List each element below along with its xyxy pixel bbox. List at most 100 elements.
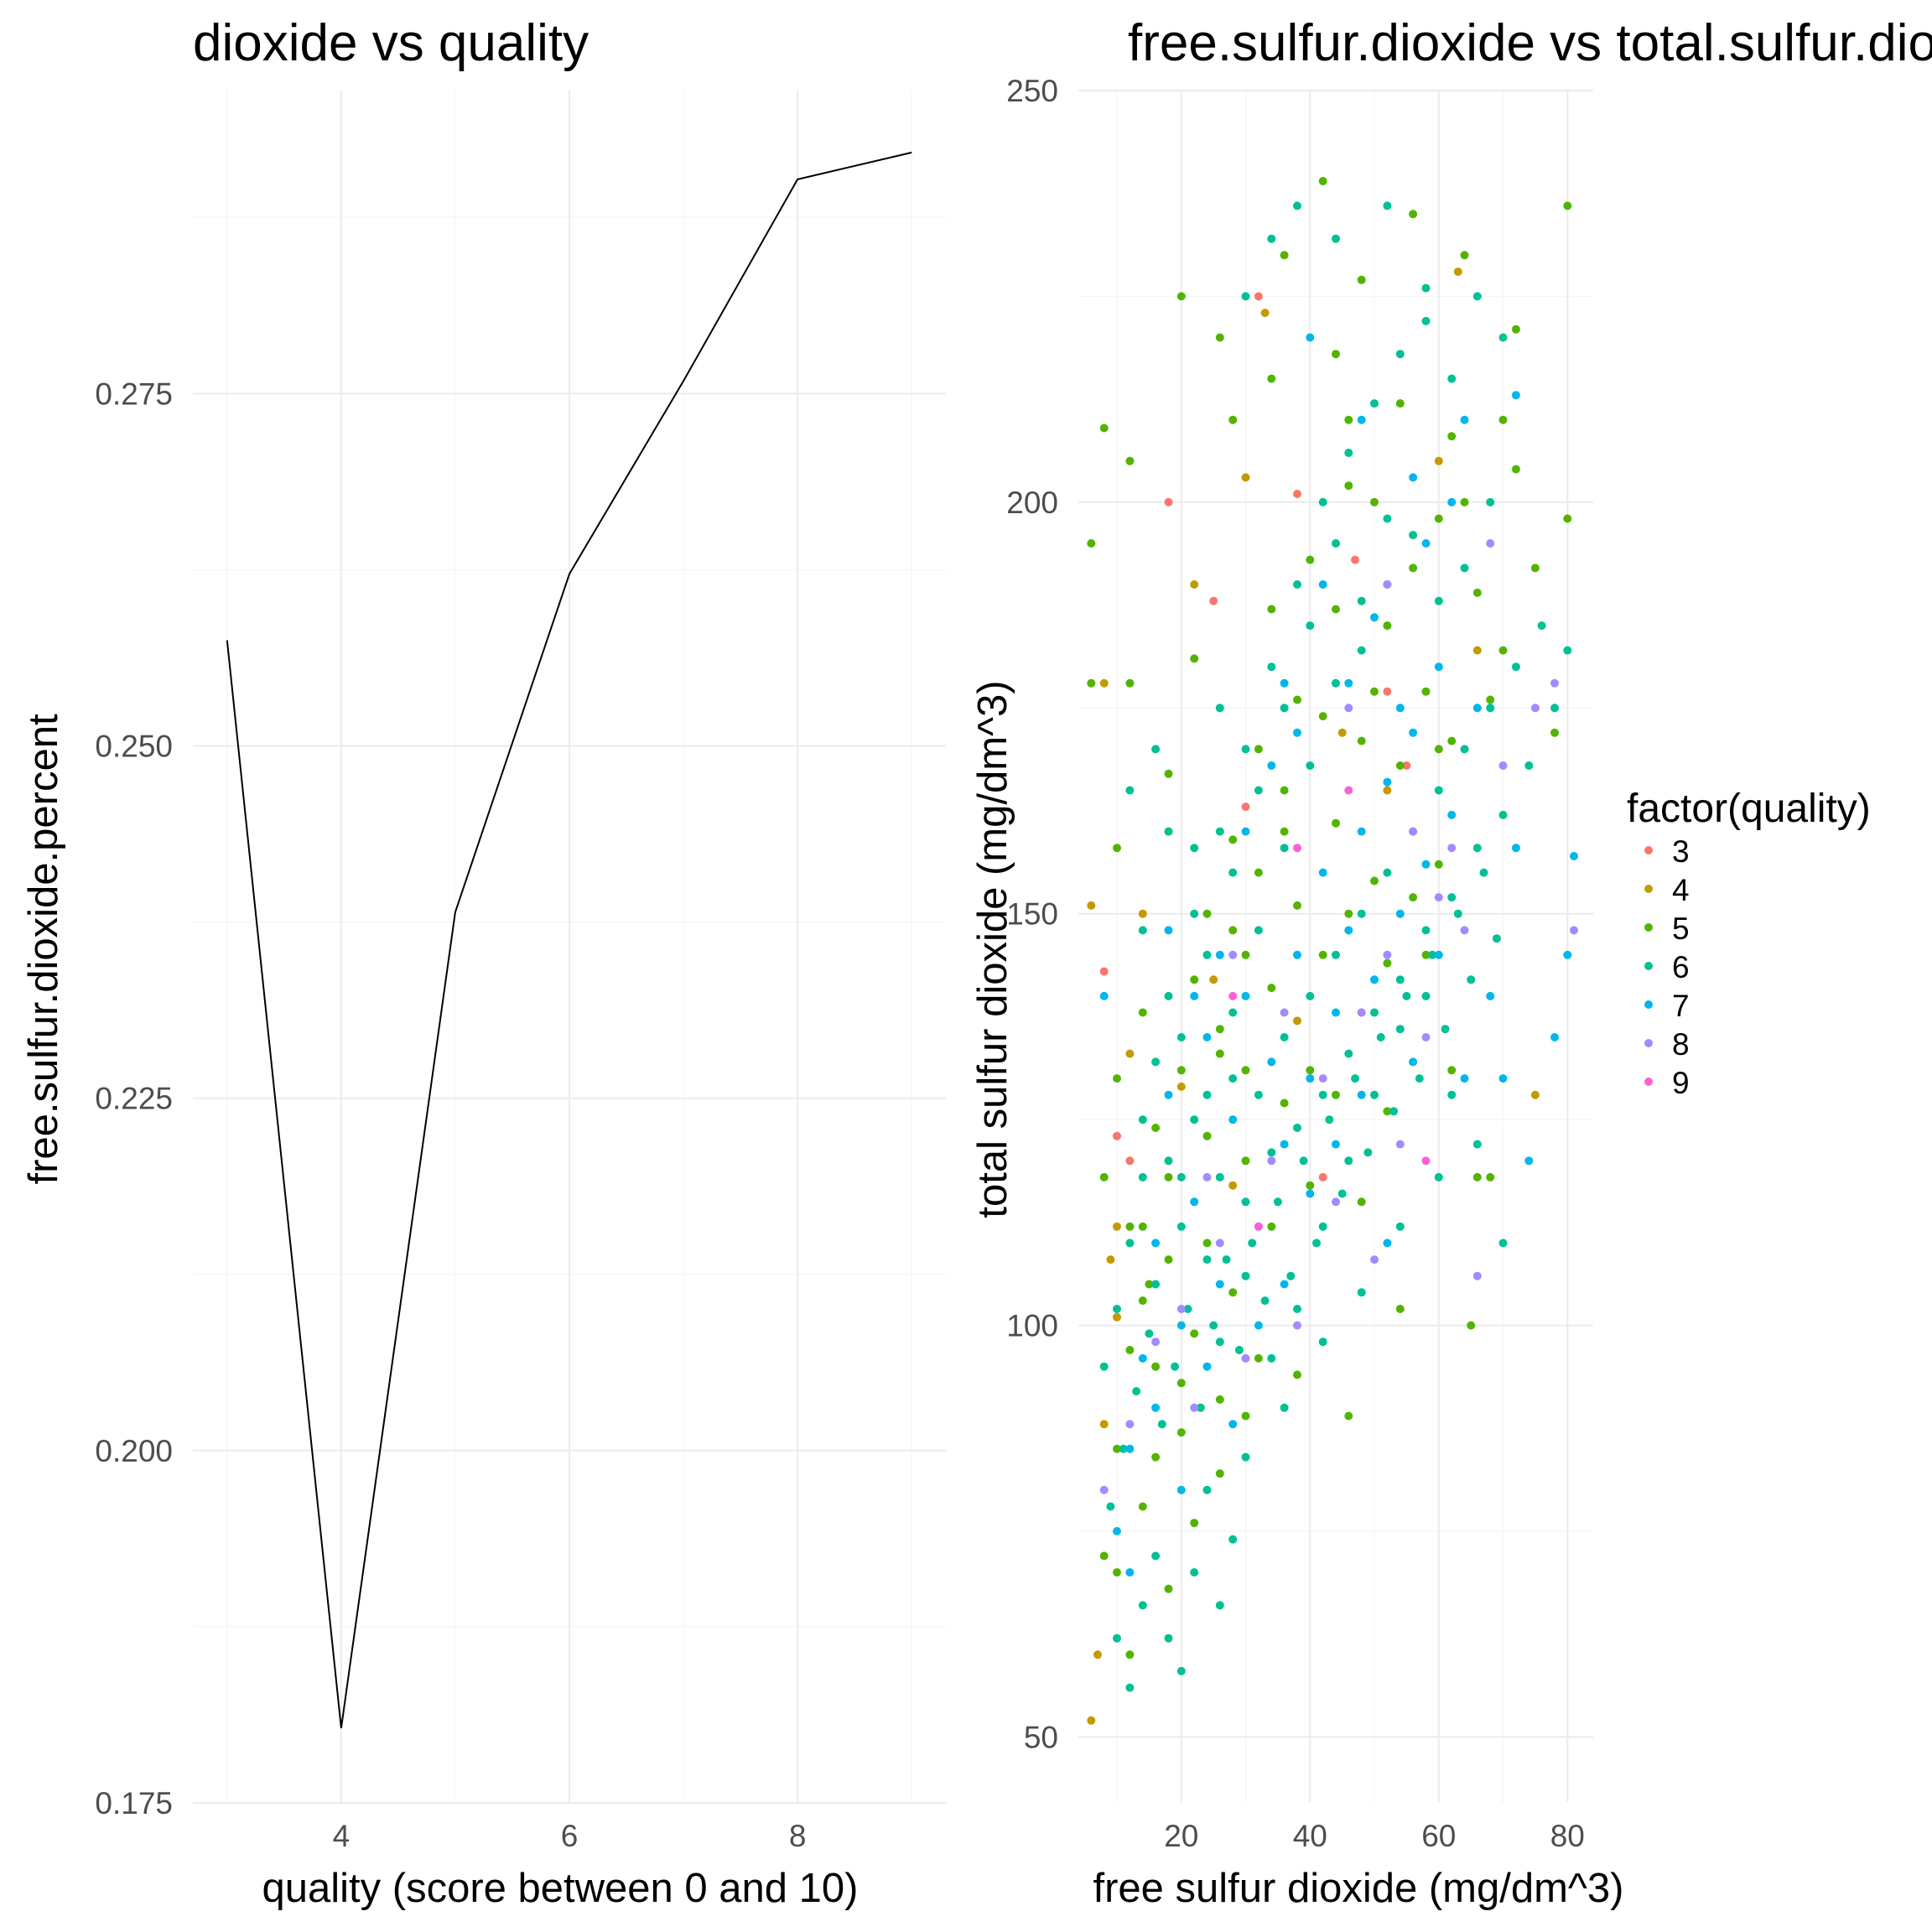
scatter-point-quality-8 [1530,704,1540,713]
scatter-point-quality-6 [1351,1074,1359,1083]
scatter-point-quality-5 [1293,695,1301,704]
scatter-point-quality-7 [1228,1420,1238,1429]
scatter-point-quality-6 [1222,1255,1231,1265]
scatter-point-quality-5 [1202,909,1212,918]
scatter-point-quality-4 [1099,1420,1109,1429]
scatter-point-quality-6 [1421,991,1431,1000]
scatter-point-quality-5 [1306,1181,1315,1190]
scatter-point-quality-6 [1370,1090,1379,1099]
line-chart-y-axis-title: free.sulfur.dioxide.percent [21,714,66,1184]
scatter-point-quality-5 [1293,901,1301,910]
scatter-point-quality-5 [1267,605,1276,614]
scatter-point-quality-7 [1125,1444,1135,1453]
scatter-point-quality-7 [1357,827,1366,836]
scatter-point-quality-8 [1344,704,1353,713]
scatter-point-quality-4 [1530,1090,1540,1099]
scatter-point-quality-5 [1472,588,1482,597]
scatter-point-quality-6 [1434,1172,1443,1182]
scatter-point-quality-6 [1293,580,1301,589]
scatter-point-quality-5 [1215,1469,1224,1478]
scatter-point-quality-6 [1306,991,1315,1000]
scatter-point-quality-4 [1260,309,1270,318]
scatter-point-quality-5 [1486,1172,1495,1182]
scatter-point-quality-6 [1215,827,1224,836]
scatter-point-quality-7 [1383,777,1392,787]
scatter-point-quality-6 [1376,1033,1385,1041]
scatter-point-quality-7 [1241,827,1250,836]
scatter-point-quality-6 [1280,704,1289,713]
scatter-point-quality-8 [1447,844,1457,853]
scatter-point-quality-8 [1151,1337,1161,1347]
legend-key-5 [1644,923,1653,932]
scatter-point-quality-5 [1125,1650,1135,1659]
scatter-point-quality-7 [1215,950,1224,959]
scatter-point-quality-7 [1409,1057,1418,1067]
scatter-point-quality-6 [1234,1346,1244,1354]
scatter-point-quality-7 [1447,497,1457,506]
scatter-point-quality-6 [1472,1140,1482,1149]
scatter-point-quality-8 [1215,1239,1224,1248]
scatter-point-quality-8 [1370,1255,1379,1265]
scatter-point-quality-7 [1409,473,1418,482]
scatter-point-quality-6 [1286,1271,1296,1280]
scatter-point-quality-5 [1498,646,1508,655]
scatter-point-quality-7 [1395,909,1405,918]
scatter-point-quality-5 [1280,827,1289,836]
scatter-point-quality-6 [1241,1452,1250,1462]
legend-label-9: 9 [1672,1066,1690,1100]
scatter-point-quality-5 [1176,1428,1186,1437]
scatter-point-quality-6 [1280,1403,1289,1412]
scatter-point-quality-7 [1318,868,1327,877]
scatter-point-quality-5 [1306,1066,1315,1075]
scatter-point-quality-5 [1332,605,1340,614]
scatter-point-quality-6 [1325,1115,1334,1124]
scatter-point-quality-6 [1176,1222,1186,1231]
scatter-point-quality-6 [1254,1090,1263,1099]
scatter-point-quality-5 [1498,415,1508,424]
scatter-point-quality-6 [1363,1148,1373,1157]
scatter-point-quality-6 [1332,234,1340,243]
scatter-chart-legend: factor(quality) 3 4 5 6 7 8 9 [1627,787,1871,1100]
scatter-point-quality-6 [1293,1305,1301,1313]
scatter-point-quality-8 [1486,539,1495,548]
line-chart-panel: dioxide vs quality 0.1750.2000.2250.2500… [21,14,946,1911]
scatter-point-quality-6 [1312,1239,1321,1248]
scatter-point-quality-7 [1498,1074,1508,1083]
scatter-point-quality-6 [1524,761,1534,770]
scatter-point-quality-6 [1370,1008,1379,1017]
scatter-point-quality-9 [1344,786,1353,795]
scatter-point-quality-8 [1318,1074,1327,1083]
scatter-point-quality-6 [1472,844,1482,853]
scatter-point-quality-7 [1570,852,1578,860]
scatter-point-quality-6 [1190,909,1199,918]
scatter-point-quality-6 [1318,1222,1327,1231]
scatter-point-quality-8 [1570,926,1578,935]
scatter-point-quality-6 [1537,621,1546,631]
scatter-point-quality-5 [1125,456,1135,465]
scatter-point-quality-5 [1202,1239,1212,1248]
scatter-point-quality-6 [1563,646,1572,655]
scatter-point-quality-6 [1306,761,1315,770]
legend-label-6: 6 [1672,950,1690,984]
scatter-point-quality-6 [1415,1074,1424,1083]
scatter-chart-title: free.sulfur.dioxide vs total.sulfur.diox… [1128,14,1932,72]
scatter-point-quality-5 [1190,1519,1199,1528]
scatter-point-quality-6 [1492,934,1501,943]
scatter-point-quality-6 [1318,497,1327,506]
scatter-point-quality-5 [1460,497,1469,506]
scatter-point-quality-6 [1215,704,1224,713]
scatter-point-quality-6 [1241,745,1250,754]
scatter-chart-minor-gridlines [1078,91,1593,1803]
scatter-point-quality-7 [1280,1140,1289,1149]
scatter-point-quality-5 [1164,1255,1173,1265]
scatter-point-quality-6 [1337,1189,1347,1198]
scatter-point-quality-8 [1460,926,1469,935]
scatter-point-quality-7 [1524,1156,1534,1166]
scatter-point-quality-6 [1357,909,1366,918]
scatter-point-quality-4 [1434,456,1443,465]
scatter-point-quality-4 [1138,909,1147,918]
scatter-point-quality-6 [1138,1172,1147,1182]
scatter-point-quality-5 [1228,835,1238,844]
scatter-point-quality-6 [1138,1601,1147,1610]
legend-label-8: 8 [1672,1027,1690,1062]
